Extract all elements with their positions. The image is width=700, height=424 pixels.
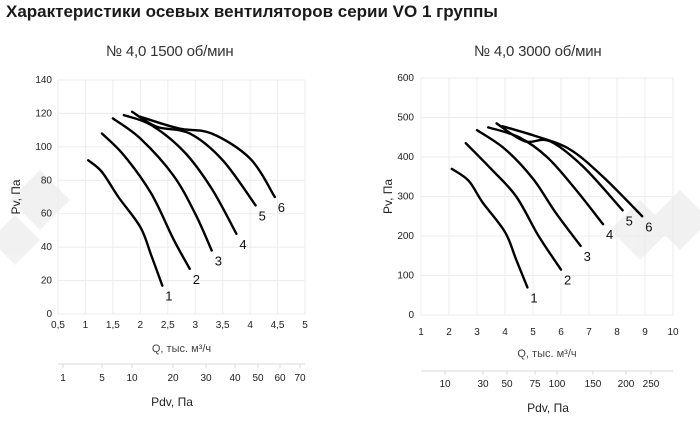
secondary-x-tick-label: 200 [618,379,635,390]
secondary-x-tick-label: 60 [274,373,286,384]
secondary-x-tick-label: 10 [439,379,451,390]
page-title: Характеристики осевых вентиляторов серии… [6,2,498,21]
y-tick-label: 500 [397,113,414,124]
secondary-x-tick-label: 50 [252,373,264,384]
curve-5 [130,110,257,207]
y-tick-label: 0 [46,309,52,320]
secondary-x-tick-label: 40 [229,373,241,384]
secondary-x-tick-label: 50 [501,379,513,390]
curve-label-5: 5 [626,213,633,228]
x-tick-label: 1 [83,320,89,331]
curve-label-5: 5 [259,208,266,223]
curve-label-3: 3 [584,249,591,264]
x-tick-label: 2 [138,320,144,331]
y-axis-label: Pv, Па [381,179,395,214]
y-tick-label: 60 [41,209,53,220]
x-tick-label: 2 [446,327,452,338]
y-tick-label: 100 [35,142,52,153]
watermark [0,170,700,265]
x-axis-label: Q, тыс. м³/ч [152,343,211,355]
curve-label-4: 4 [606,227,613,242]
secondary-axis-label: Pdv, Па [151,395,193,409]
secondary-x-tick-label: 100 [549,379,566,390]
curve-4 [122,113,238,235]
y-tick-label: 300 [397,192,414,203]
x-tick-label: 3 [192,320,198,331]
curve-2 [100,132,191,271]
curve-label-1: 1 [530,290,537,305]
x-tick-label: 4 [247,320,253,331]
secondary-x-tick-label: 250 [643,379,660,390]
secondary-x-tick-label: 20 [167,373,179,384]
curve-label-6: 6 [645,219,652,234]
curve-2 [464,141,563,271]
x-axis-label: Q, тыс. м³/ч [517,348,576,360]
y-tick-label: 40 [41,242,53,253]
curve-6 [139,115,277,199]
curve-label-1: 1 [165,289,172,304]
x-tick-label: 3,5 [216,320,230,331]
chart-1500rpm: 0,5 1 1,5 2 2,5 3 3,5 4 4,5 5020406080100120140Pv… [9,75,308,409]
y-tick-label: 20 [41,276,53,287]
secondary-axis-label: Pdv, Па [527,401,569,415]
curve-label-4: 4 [239,237,246,252]
x-tick-label: 10 [667,327,679,338]
secondary-x-tick-label: 30 [477,379,489,390]
curve-label-6: 6 [278,200,285,215]
secondary-x-tick-label: 150 [585,379,602,390]
y-tick-label: 0 [408,310,414,321]
curve-1 [450,167,529,289]
y-tick-label: 80 [41,175,53,186]
x-tick-label: 4 [502,327,508,338]
curve-6 [501,124,644,218]
y-tick-label: 200 [397,231,414,242]
curve-label-2: 2 [193,272,200,287]
x-tick-label: 2,5 [161,320,175,331]
curve-3 [475,128,582,248]
x-tick-label: 1,5 [106,320,120,331]
x-tick-label: 0,5 [51,320,65,331]
y-axis-label: Pv, Па [9,179,23,214]
x-tick-label: 8 [614,327,620,338]
x-tick-label: 5 [530,327,536,338]
x-tick-label: 1 [418,327,424,338]
secondary-x-tick-label: 10 [126,373,138,384]
x-tick-label: 4,5 [271,320,285,331]
curve-1 [86,159,164,287]
y-tick-label: 400 [397,152,414,163]
x-tick-label: 5 [302,320,308,331]
x-tick-label: 6 [558,327,564,338]
y-tick-label: 600 [397,73,414,84]
chart-1-title: № 4,0 1500 об/мин [106,43,234,60]
y-tick-label: 140 [35,75,52,86]
chart-2-title: № 4,0 3000 об/мин [474,43,602,60]
secondary-x-tick-label: 5 [99,373,105,384]
curve-label-3: 3 [215,253,222,268]
y-tick-label: 100 [397,271,414,282]
secondary-x-tick-label: 1 [60,373,66,384]
curve-label-2: 2 [564,273,571,288]
y-tick-label: 120 [35,108,52,119]
secondary-x-tick-label: 30 [200,373,212,384]
x-tick-label: 9 [642,327,648,338]
secondary-x-tick-label: 75 [529,379,541,390]
x-tick-label: 7 [586,327,592,338]
secondary-x-tick-label: 70 [294,373,306,384]
x-tick-label: 3 [474,327,480,338]
curve-3 [111,117,213,252]
